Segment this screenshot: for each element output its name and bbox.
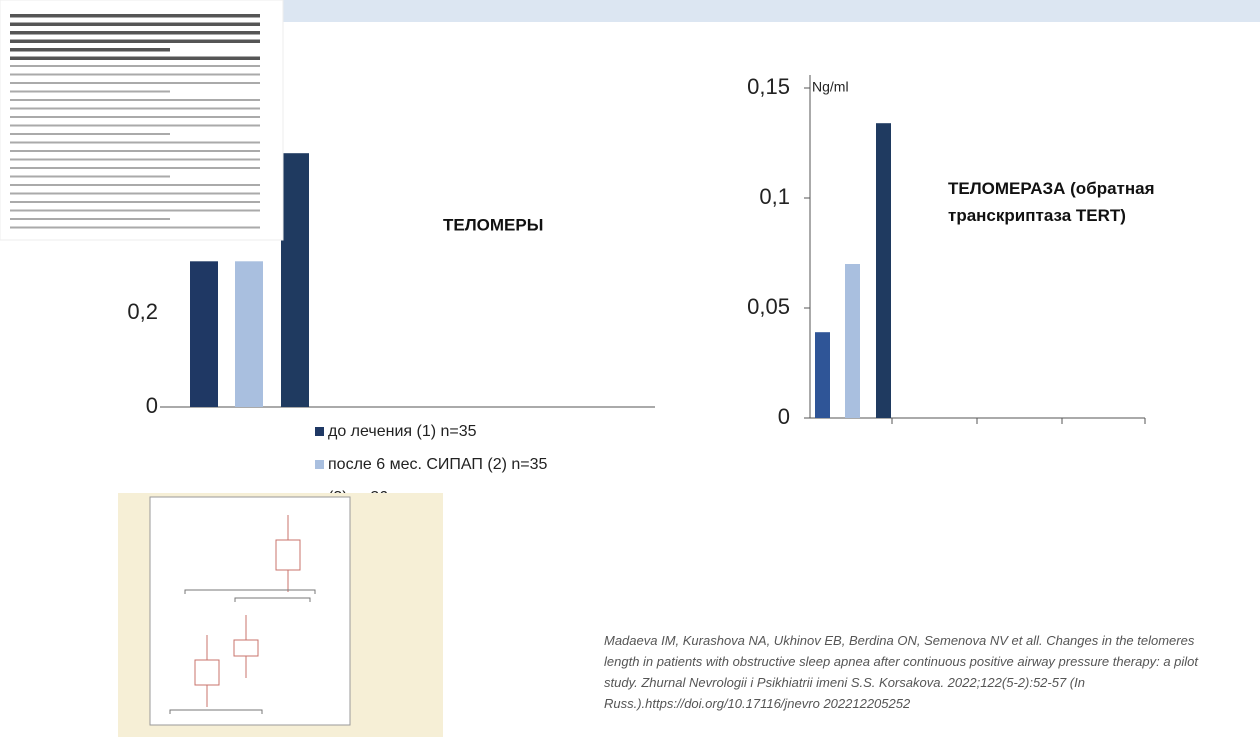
legend-label: до лечения (1) n=35: [328, 423, 477, 440]
bar: [190, 261, 218, 407]
thumbnail-line: [10, 82, 260, 84]
thumbnail-line: [10, 48, 170, 52]
slide-canvas: 0 0,2 ТЕЛОМЕРЫ до лечения (1) n=35 после 6 м…: [0, 0, 1260, 737]
y-unit: Ng/ml: [812, 79, 849, 95]
thumbnail-line: [10, 133, 170, 135]
thumbnail-line: [10, 125, 260, 127]
bar: [815, 332, 830, 418]
thumbnail-line: [10, 176, 170, 178]
bar: [235, 261, 263, 407]
y-tick-label: 0,1: [759, 184, 790, 209]
thumbnail-line: [10, 227, 260, 229]
thumbnail-line: [10, 193, 260, 195]
chart-title-box: ТЕЛОМЕРАЗА (обратная транскриптаза TERT): [948, 175, 1258, 265]
bar: [876, 123, 891, 418]
boxplot-box: [195, 660, 219, 685]
boxplot-box: [234, 640, 258, 656]
boxplot-area: [150, 497, 350, 725]
thumbnail-line: [10, 14, 260, 18]
thumbnail-line: [10, 150, 260, 152]
thumbnail-line: [10, 31, 260, 35]
thumbnail-line: [10, 201, 260, 203]
legend-swatch: [315, 427, 324, 436]
thumbnail-line: [10, 57, 260, 61]
y-tick-label: 0,05: [747, 294, 790, 319]
thumbnail-line: [10, 184, 260, 186]
thumbnail-line: [10, 99, 260, 101]
thumbnail-line: [10, 108, 260, 110]
thumbnail-line: [10, 65, 260, 67]
citation: Madaeva IM, Kurashova NA, Ukhinov EB, Be…: [604, 630, 1224, 714]
boxplot-box: [276, 540, 300, 570]
thumbnail-line: [10, 116, 260, 118]
thumbnail-line: [10, 40, 260, 44]
thumbnail-line: [10, 210, 260, 212]
thumbnail-line: [10, 23, 260, 27]
thumbnail-line: [10, 218, 170, 220]
thumbnail-line: [10, 74, 260, 76]
thumbnail-line: [10, 142, 260, 144]
bar: [281, 153, 309, 407]
chart-title: ТЕЛОМЕРАЗА (обратная транскриптаза TERT): [948, 175, 1258, 229]
y-tick-label: 0: [146, 393, 158, 418]
chart-title: ТЕЛОМЕРЫ: [443, 215, 543, 234]
thumbnail-line: [10, 91, 170, 93]
thumbnail-line: [10, 159, 260, 161]
legend-swatch: [315, 460, 324, 469]
y-tick-label: 0: [778, 404, 790, 429]
bar: [845, 264, 860, 418]
y-tick-label: 0,15: [747, 74, 790, 99]
thumbnail-line: [10, 167, 260, 169]
article-thumbnail: [0, 0, 283, 240]
y-tick-label: 0,2: [127, 299, 158, 324]
legend-label: после 6 мес. СИПАП (2) n=35: [328, 456, 548, 473]
slide: 0 0,2 ТЕЛОМЕРЫ до лечения (1) n=35 после 6 м…: [0, 0, 1260, 737]
